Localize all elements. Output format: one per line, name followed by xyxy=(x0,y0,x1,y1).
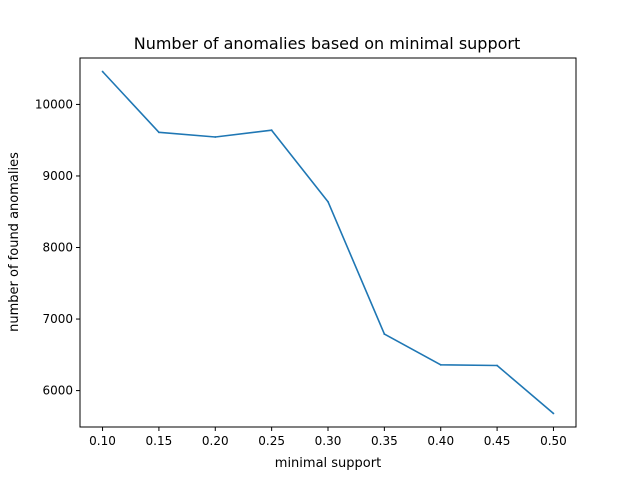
data-point xyxy=(158,131,160,134)
y-tick-label: 10000 xyxy=(35,97,73,111)
x-tick-label: 0.25 xyxy=(258,434,285,448)
series-layer xyxy=(101,70,555,415)
x-tick-label: 0.15 xyxy=(146,434,173,448)
y-tick-label: 6000 xyxy=(42,384,73,398)
data-point xyxy=(327,200,329,203)
data-point xyxy=(383,333,386,335)
x-tick-label: 0.30 xyxy=(315,434,342,448)
x-axis-label: minimal support xyxy=(275,456,381,471)
y-axis-label: number of found anomalies xyxy=(7,152,22,332)
data-point xyxy=(552,412,555,415)
chart-title: Number of anomalies based on minimal sup… xyxy=(134,34,521,53)
x-tick-label: 0.40 xyxy=(427,434,454,448)
x-tick-label: 0.10 xyxy=(89,434,116,448)
x-tick-label: 0.35 xyxy=(371,434,398,448)
y-axis: 6000 7000 8000 9000 10000 xyxy=(35,97,80,398)
data-point xyxy=(214,136,217,138)
x-tick-label: 0.20 xyxy=(202,434,229,448)
y-tick-label: 9000 xyxy=(42,169,73,183)
y-tick-label: 8000 xyxy=(42,241,73,255)
x-tick-label: 0.50 xyxy=(540,434,567,448)
plot-area xyxy=(79,57,577,428)
x-tick-label: 0.45 xyxy=(484,434,511,448)
data-point xyxy=(439,363,442,366)
series-line xyxy=(101,70,555,415)
data-point xyxy=(101,70,104,73)
x-axis: 0.10 0.15 0.20 0.25 0.30 0.35 0.40 0.45 0.50 xyxy=(89,427,567,448)
y-tick-label: 7000 xyxy=(42,312,73,326)
data-point xyxy=(496,364,498,367)
data-point xyxy=(270,129,273,132)
